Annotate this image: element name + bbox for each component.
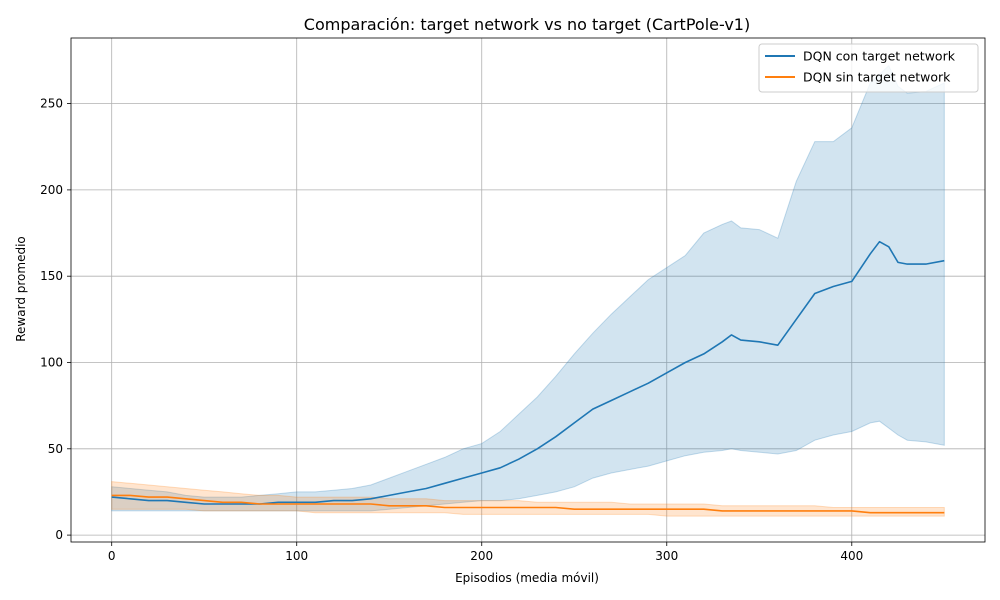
legend-label-con-target: DQN con target network — [803, 49, 956, 64]
x-tick-label: 300 — [655, 549, 678, 563]
legend-box — [758, 43, 979, 93]
plot-area-frame — [70, 37, 986, 543]
y-tick-label: 0 — [55, 528, 63, 542]
x-tick-label: 0 — [108, 549, 116, 563]
y-tick-label: 100 — [40, 355, 63, 369]
band-con-target — [111, 64, 945, 512]
legend: DQN con target network DQN sin target ne… — [758, 43, 979, 93]
y-tick-label: 150 — [40, 269, 63, 283]
grid — [71, 38, 985, 542]
axis-ticks: 0 100 200 300 400 0 50 100 150 200 250 — [40, 97, 863, 563]
band-sin-target — [111, 481, 945, 517]
x-axis-label: Episodios (media móvil) — [455, 571, 599, 585]
y-tick-label: 250 — [40, 97, 63, 111]
y-axis-label: Reward promedio — [14, 236, 28, 342]
series-lines — [111, 240, 945, 514]
y-tick-label: 50 — [48, 442, 63, 456]
confidence-bands — [111, 64, 945, 517]
x-tick-label: 100 — [285, 549, 308, 563]
x-tick-label: 400 — [840, 549, 863, 563]
line-sin-target — [111, 494, 945, 514]
legend-label-sin-target: DQN sin target network — [803, 70, 951, 85]
y-tick-label: 200 — [40, 183, 63, 197]
x-tick-label: 200 — [470, 549, 493, 563]
chart-title: Comparación: target network vs no target… — [304, 15, 750, 34]
